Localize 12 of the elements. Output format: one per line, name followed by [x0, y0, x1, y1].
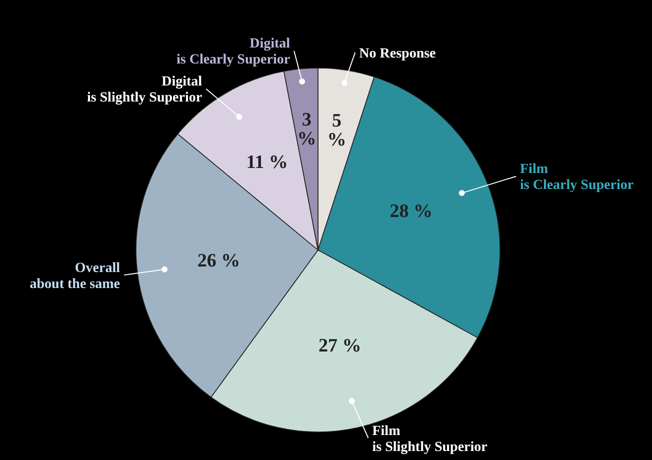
- data-label: 5 %: [327, 110, 346, 151]
- slice-label: Film is Slightly Superior: [372, 424, 488, 455]
- slice-label: Film is Clearly Superior: [520, 162, 634, 194]
- slice-label: No Response: [359, 46, 436, 62]
- data-label: 3 %: [297, 110, 316, 150]
- data-label: 11 %: [246, 152, 288, 174]
- slice-label: Overall about the same: [30, 260, 120, 292]
- slice-label: Digital is Slightly Superior: [86, 74, 202, 106]
- data-label: 27 %: [318, 336, 362, 358]
- data-label: 26 %: [197, 250, 240, 272]
- slice-label: Digital is Clearly Superior: [176, 36, 290, 68]
- data-label: 28 %: [390, 202, 432, 223]
